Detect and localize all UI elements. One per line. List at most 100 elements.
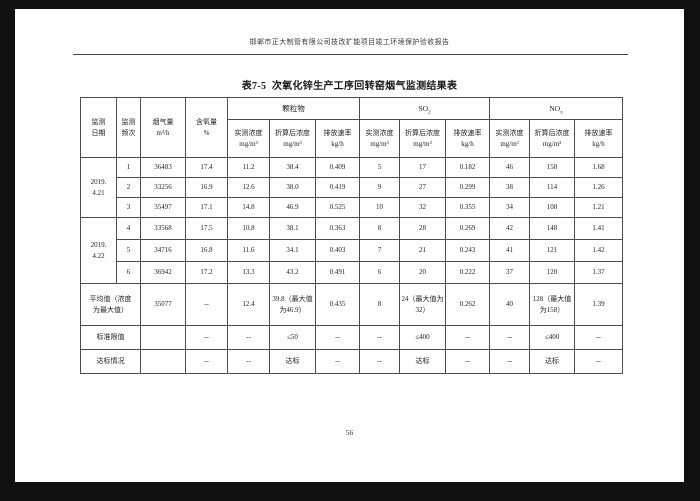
- group-name: NO: [549, 103, 561, 113]
- table-cell: 17: [399, 157, 447, 178]
- table-cell: 1: [116, 157, 141, 178]
- col-header-flue-gas: 烟气量 m³/h: [140, 97, 186, 158]
- table-cell: --: [445, 349, 491, 374]
- table-cell: [140, 325, 186, 350]
- table-cell: ≤400: [399, 325, 447, 350]
- sub-header-converted: 折算后浓度 mg/m³: [269, 119, 316, 158]
- table-cell: 0.419: [314, 177, 361, 198]
- row-label-average: 平均值（浓度 为最大值）: [80, 283, 141, 326]
- table-cell: 43.2: [269, 261, 316, 284]
- table-cell: 6: [116, 261, 141, 284]
- table-row-average: 平均值（浓度 为最大值） 35077 -- 12.4 39.8（最大值 为46.…: [80, 283, 624, 326]
- table-cell: --: [574, 349, 624, 374]
- table-cell: 0.435: [314, 283, 361, 326]
- table-cell: 46: [489, 157, 531, 178]
- table-cell: 0.262: [445, 283, 491, 326]
- table-cell: 34: [489, 197, 531, 218]
- col-header-freq: 监测 频次: [116, 97, 141, 158]
- sub-header-rate: 排放速率 kg/h: [574, 119, 624, 158]
- table-cell: 40: [489, 283, 531, 326]
- table-cell: 17.4: [185, 157, 228, 178]
- table-cell: --: [227, 325, 270, 350]
- sub-header-rate: 排放速率 kg/h: [445, 119, 491, 158]
- table-cell: --: [314, 325, 361, 350]
- table-cell: 34.1: [269, 239, 316, 262]
- table-cell: 38: [489, 177, 531, 198]
- group-header-nox: NOx: [489, 97, 624, 120]
- table-cell: --: [227, 349, 270, 374]
- table-row: 5 34716 16.8 11.6 34.1 0.403 7 21 0.243 …: [81, 239, 624, 262]
- table-cell: 42: [489, 217, 531, 240]
- table-cell: 1.68: [574, 157, 624, 178]
- table-cell: 0.182: [445, 157, 491, 178]
- table-cell: --: [574, 325, 624, 350]
- table-cell: 达标: [529, 349, 576, 374]
- group-header-particulate: 颗粒物: [226, 97, 361, 120]
- table-cell: 0.363: [314, 217, 361, 240]
- table-cell: 17.5: [185, 217, 228, 240]
- table-cell: 38.0: [269, 177, 316, 198]
- table-cell: --: [185, 349, 228, 374]
- group-name: 颗粒物: [282, 103, 305, 113]
- date-cell: 2019. 4.22: [80, 217, 117, 284]
- table-row: 2019. 4.21 1 36483 17.4 11.2 38.4 0.409 …: [80, 157, 624, 218]
- table-cell: 16.9: [185, 177, 228, 198]
- table-cell: 0.409: [314, 157, 361, 178]
- table-cell: 10.8: [227, 217, 270, 240]
- page-number: 56: [345, 428, 354, 437]
- group-header-so2: SO2: [359, 97, 491, 120]
- table-cell: 32: [399, 197, 447, 218]
- table-cell: 8: [359, 283, 401, 326]
- table-cell: 9: [359, 177, 401, 198]
- table-cell: 4: [116, 217, 141, 240]
- table-cell: 2: [116, 177, 141, 198]
- sub-header-converted: 折算后浓度 mg/m³: [399, 119, 447, 158]
- group-subscript: x: [560, 109, 563, 115]
- table-cell: --: [489, 349, 531, 374]
- table-cell: 33568: [140, 217, 186, 240]
- table-cell: 41: [489, 239, 531, 262]
- table-row-compliance: 达标情况 -- -- 达标 -- -- 达标 -- -- 达标 --: [80, 349, 624, 374]
- table-cell: 7: [359, 239, 401, 262]
- table-cell: 5: [116, 239, 141, 262]
- table-row: 6 36942 17.2 13.3 43.2 0.491 6 20 0.222 …: [81, 261, 624, 284]
- table-cell: 13.3: [227, 261, 270, 284]
- table-cell: 27: [399, 177, 447, 198]
- table-cell: 158: [529, 157, 576, 178]
- table-cell: 0.269: [445, 217, 491, 240]
- table-cell: 1.21: [574, 197, 624, 218]
- header-rule: [73, 54, 628, 55]
- table-cell: [140, 349, 186, 374]
- table-cell: 34716: [140, 239, 186, 262]
- table-cell: 120: [529, 261, 576, 284]
- table-cell: 0.525: [314, 197, 361, 218]
- table-cell: 1.41: [574, 217, 624, 240]
- table-cell: 1.42: [574, 239, 624, 262]
- table-cell: 108: [529, 197, 576, 218]
- table-cell: 36483: [140, 157, 186, 178]
- table-cell: 11.6: [227, 239, 270, 262]
- table-cell: 39.8（最大值 为46.9）: [269, 283, 316, 326]
- table-cell: 6: [359, 261, 401, 284]
- table-cell: --: [185, 283, 228, 326]
- table-cell: 128（最大值 为158）: [529, 283, 576, 326]
- table-title: 表7-5 次氧化锌生产工序回转窑烟气监测结果表: [241, 81, 458, 92]
- table-cell: 17.1: [185, 197, 228, 218]
- sub-header-measured: 实测浓度 mg/m³: [227, 119, 270, 158]
- table-cell: 20: [399, 261, 447, 284]
- table-cell: 16.8: [185, 239, 228, 262]
- sub-header-measured: 实测浓度 mg/m³: [489, 119, 531, 158]
- table-cell: --: [489, 325, 531, 350]
- table-cell: 8: [359, 217, 401, 240]
- table-cell: --: [445, 325, 491, 350]
- row-label-limit: 标准限值: [80, 325, 141, 350]
- sub-header-rate: 排放速率 kg/h: [314, 119, 361, 158]
- table-cell: 0.222: [445, 261, 491, 284]
- table-cell: 21: [399, 239, 447, 262]
- table-cell: 11.2: [227, 157, 270, 178]
- table-cell: 17.2: [185, 261, 228, 284]
- sub-header-measured: 实测浓度 mg/m³: [359, 119, 401, 158]
- col-header-date: 监测 日期: [80, 97, 117, 158]
- table-cell: 0.299: [445, 177, 491, 198]
- table-cell: 33256: [140, 177, 186, 198]
